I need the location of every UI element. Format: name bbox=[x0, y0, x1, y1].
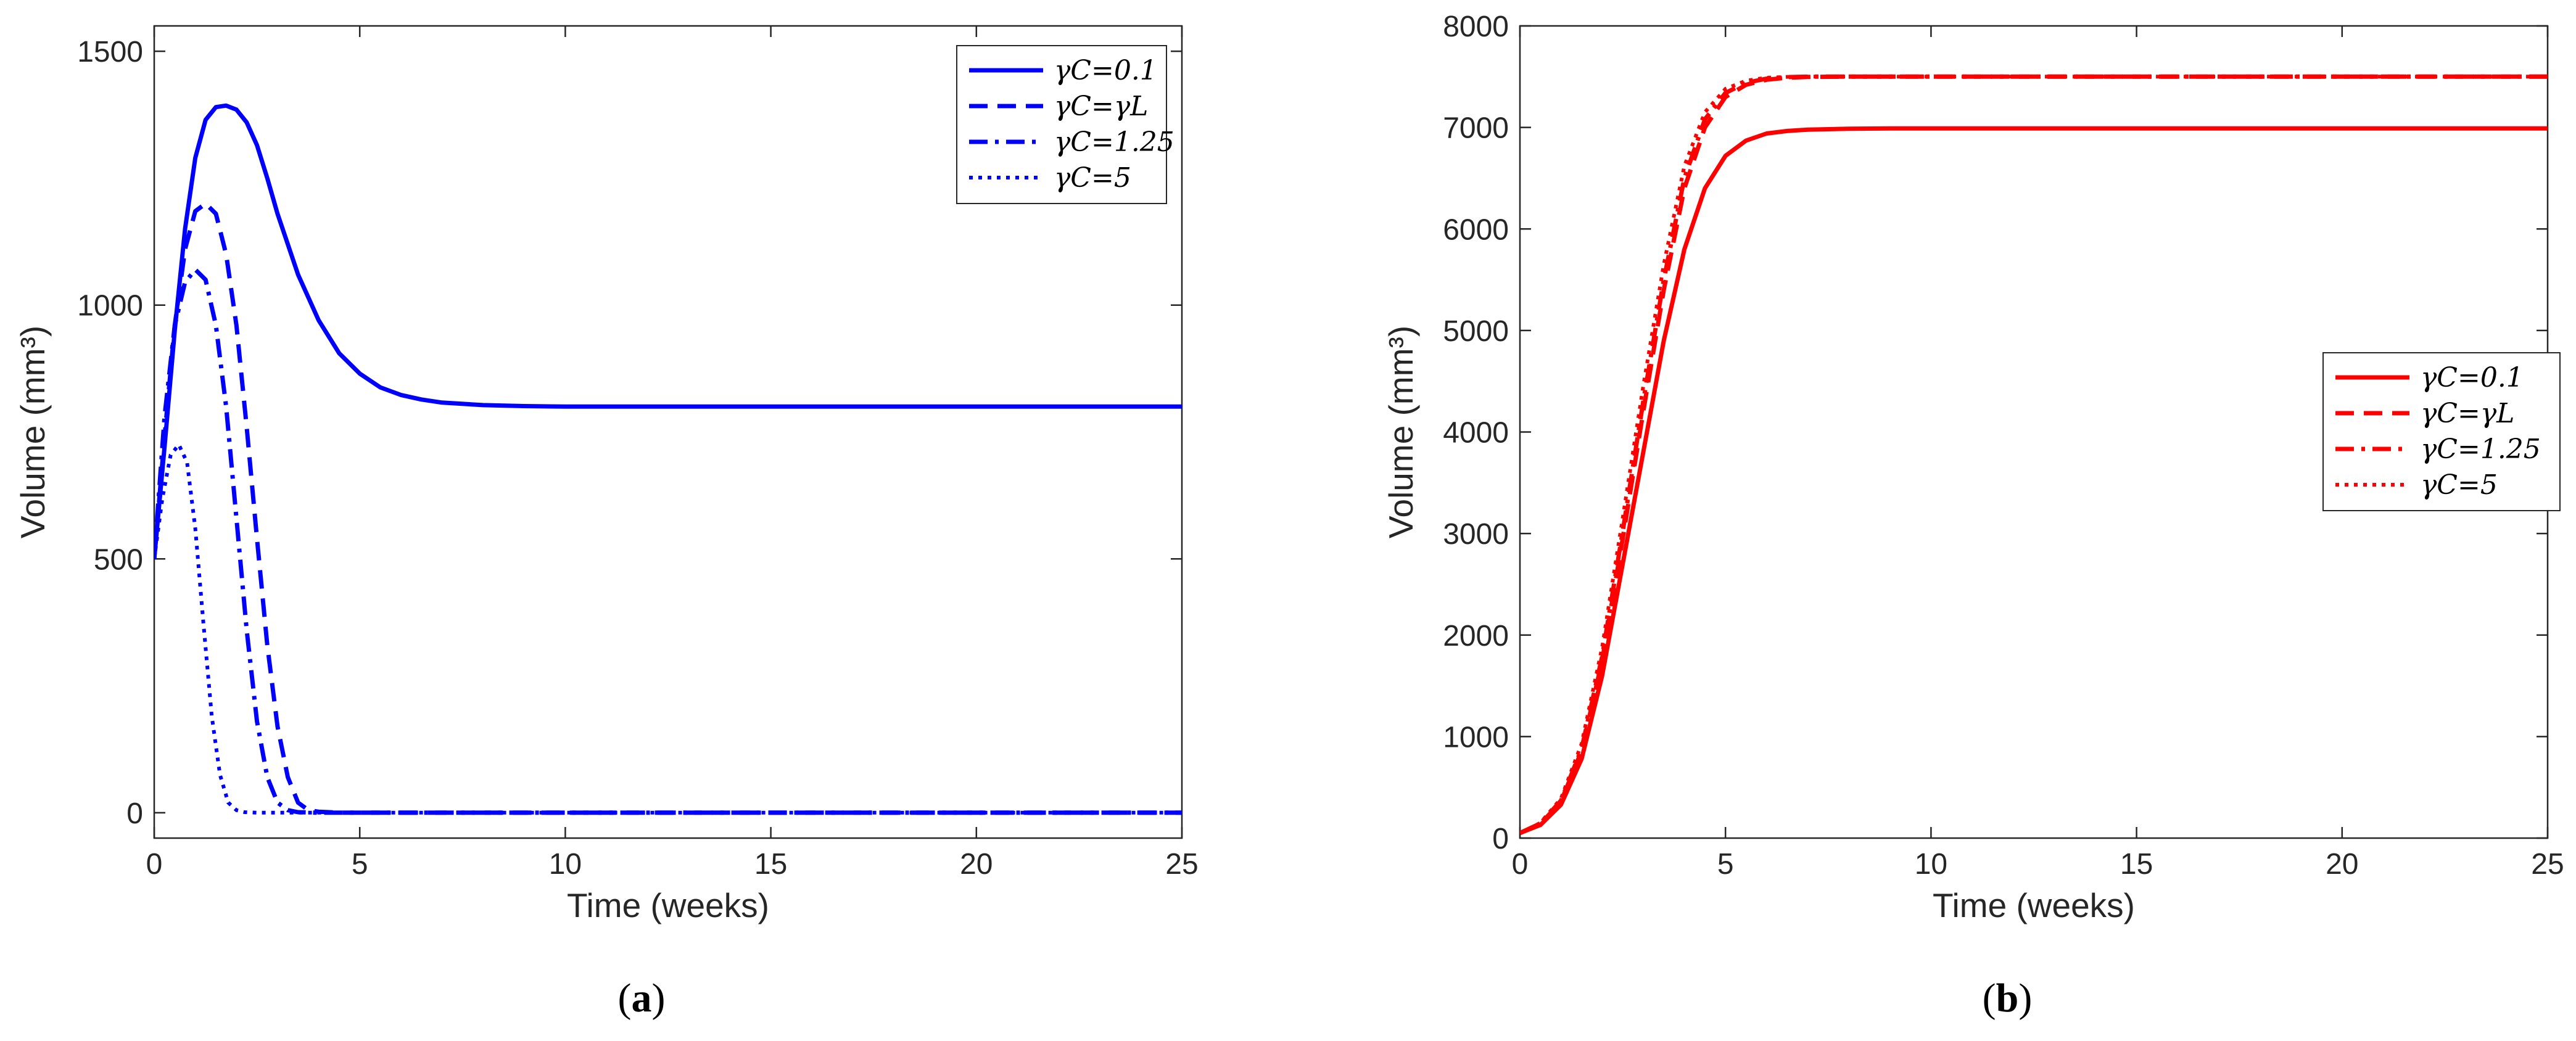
panel-b-legend-label-4: γC=5 bbox=[2421, 469, 2498, 501]
panel-a-y-tick-label: 500 bbox=[94, 543, 143, 576]
panel-a-y-tick-label: 0 bbox=[126, 797, 143, 830]
panel-b-series-line-4 bbox=[1520, 75, 2548, 835]
panel-a-legend-label-4: γC=5 bbox=[1054, 162, 1131, 194]
panel-b-x-tick-label: 15 bbox=[2120, 848, 2153, 881]
panel-a-series-line-3 bbox=[154, 267, 1182, 815]
panel-b-label: (b) bbox=[1983, 976, 2033, 1021]
panel-a-y-tick-label: 1500 bbox=[77, 36, 143, 68]
panel-a-label: (a) bbox=[618, 976, 666, 1021]
panel-a-legend-label-1: γC=0.1 bbox=[1054, 55, 1157, 86]
panel-b-y-tick-label: 3000 bbox=[1443, 518, 1509, 551]
panel-b-y-tick-label: 2000 bbox=[1443, 620, 1509, 652]
panel-a-chart: 0 5 10 15 20 25 0 500 1000 1500 Time (weeks) Volume… bbox=[14, 25, 1199, 1021]
panel-a-y-tick-label: 1000 bbox=[77, 290, 143, 323]
panel-a-series-line-4 bbox=[154, 443, 1182, 815]
panel-b-x-tick-label: 0 bbox=[1512, 848, 1529, 881]
panel-b-legend-label-2: γC=γL bbox=[2421, 398, 2514, 429]
panel-b-y-tick-label: 5000 bbox=[1443, 315, 1509, 348]
panel-a-x-tick-label: 5 bbox=[352, 848, 368, 881]
panel-b-y-axis-label: Volume (mm³) bbox=[1382, 326, 1420, 538]
panel-b-x-tick-label: 25 bbox=[2531, 848, 2564, 881]
panel-b-x-axis-label: Time (weeks) bbox=[1933, 886, 2135, 924]
panel-a-x-tick-label: 20 bbox=[960, 848, 993, 881]
panel-b-series-line-1 bbox=[1520, 126, 2548, 836]
panel-a-x-axis-label: Time (weeks) bbox=[567, 886, 769, 924]
panel-a-y-axis-label: Volume (mm³) bbox=[14, 326, 52, 538]
panel-a-series-line-1 bbox=[154, 103, 1182, 559]
panel-b-legend: γC=0.1 γC=γL γC=1.25 γC=5 bbox=[2322, 352, 2561, 511]
panel-a-x-tick-label: 0 bbox=[146, 848, 163, 881]
panel-b-x-tick-label: 20 bbox=[2326, 848, 2358, 881]
panel-b-y-tick-label: 4000 bbox=[1443, 417, 1509, 450]
panel-b-y-tick-label: 6000 bbox=[1443, 213, 1509, 246]
panel-b-legend-label-3: γC=1.25 bbox=[2421, 434, 2541, 465]
panel-a-legend-label-3: γC=1.25 bbox=[1054, 126, 1174, 158]
panel-b-y-tick-label: 0 bbox=[1492, 823, 1509, 855]
panel-a-series-line-2 bbox=[154, 201, 1182, 815]
panel-b-y-tick-label: 7000 bbox=[1443, 112, 1509, 145]
panel-b-y-tick-label: 1000 bbox=[1443, 721, 1509, 754]
panel-a-legend-label-2: γC=γL bbox=[1054, 91, 1148, 122]
panel-b-x-tick-label: 5 bbox=[1717, 848, 1734, 881]
panel-a-x-tick-label: 10 bbox=[549, 848, 582, 881]
panel-a-x-tick-label: 15 bbox=[754, 848, 787, 881]
panel-b-y-tick-label: 8000 bbox=[1443, 10, 1509, 43]
panel-b-chart: 0 5 10 15 20 25 0 1000 2000 3000 4000 5000 6000 7000 8… bbox=[1382, 10, 2564, 1021]
panel-b-x-tick-label: 10 bbox=[1915, 848, 1947, 881]
panel-a-x-tick-label: 25 bbox=[1165, 848, 1198, 881]
panel-a-legend: γC=0.1 γC=γL γC=1.25 γC=5 bbox=[956, 45, 1174, 204]
panel-b-legend-label-1: γC=0.1 bbox=[2421, 362, 2524, 393]
